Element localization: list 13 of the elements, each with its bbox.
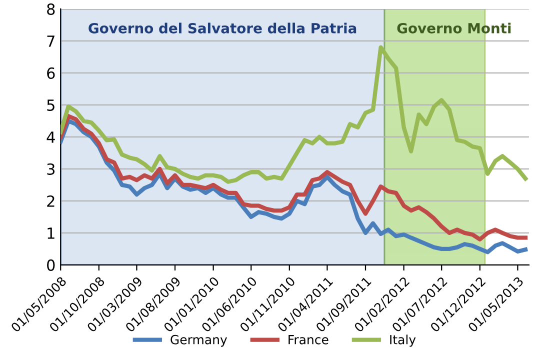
y-tick-label: 8 bbox=[47, 3, 55, 15]
legend-label: Germany bbox=[170, 334, 228, 347]
y-tick-label: 4 bbox=[46, 132, 55, 143]
y-tick-label: 6 bbox=[47, 67, 55, 79]
band-label: Governo del Salvatore della Patria bbox=[88, 22, 356, 34]
y-tick-label: 5 bbox=[47, 100, 54, 111]
legend-label: France bbox=[288, 335, 328, 344]
y-tick-label: 0 bbox=[47, 259, 55, 271]
y-tick-label: 3 bbox=[47, 163, 55, 175]
y-tick-label: 1 bbox=[48, 228, 54, 239]
y-tick-label: 2 bbox=[47, 195, 54, 207]
y-tick-label: 7 bbox=[47, 36, 54, 47]
legend-label: Italy bbox=[390, 334, 416, 347]
